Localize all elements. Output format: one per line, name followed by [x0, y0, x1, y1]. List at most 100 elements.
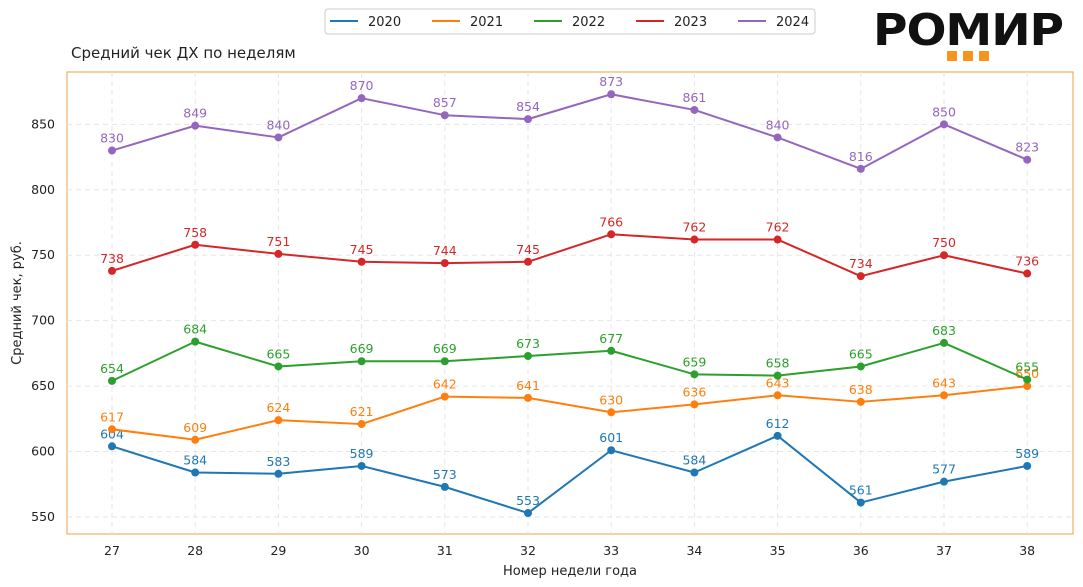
data-label: 583 [266, 454, 290, 469]
data-label: 601 [599, 430, 623, 445]
data-point [690, 105, 699, 114]
data-point [108, 266, 116, 275]
data-point [856, 362, 865, 371]
data-label: 684 [183, 322, 207, 337]
data-point [856, 272, 865, 281]
romir-logo: РОМИР [873, 5, 1064, 61]
data-point [274, 249, 283, 258]
data-label: 751 [266, 234, 290, 249]
x-tick-label: 34 [686, 543, 702, 558]
data-point [440, 111, 449, 120]
data-label: 745 [516, 242, 540, 257]
data-point [607, 230, 616, 239]
data-point [108, 442, 116, 451]
series-2023: 738 758 751 745 744 745 766 762 762 734 750 736 [100, 214, 1039, 281]
data-point [108, 376, 116, 385]
data-label: 630 [599, 392, 623, 407]
data-point [856, 397, 865, 406]
data-label: 673 [516, 336, 540, 351]
series-line [111, 93, 1028, 170]
data-label: 870 [350, 78, 374, 93]
data-point [940, 391, 948, 400]
x-tick-label: 31 [437, 543, 453, 558]
data-point [856, 164, 865, 173]
data-label: 624 [266, 400, 290, 415]
logo-square [963, 51, 973, 61]
data-label: 669 [350, 341, 374, 356]
data-point [1023, 382, 1032, 391]
series-line [111, 434, 1028, 515]
grid [67, 72, 1073, 534]
data-point [274, 416, 283, 425]
data-point [108, 146, 116, 155]
data-point [357, 257, 366, 266]
data-point [773, 371, 782, 380]
data-label: 621 [350, 404, 374, 419]
series-line [111, 340, 1028, 382]
data-label: 823 [1015, 140, 1039, 155]
x-tick-label: 30 [354, 543, 370, 558]
data-label: 577 [932, 462, 956, 477]
x-axis-label: Номер недели года [503, 564, 637, 579]
series-2024: 830 849 840 870 857 854 873 861 840 816 850 823 [100, 74, 1039, 173]
data-point [191, 468, 200, 477]
data-label: 873 [599, 74, 623, 89]
data-point [357, 420, 366, 429]
legend-box [324, 8, 816, 35]
data-label: 641 [516, 378, 540, 393]
data-point [940, 251, 948, 260]
data-point [357, 94, 366, 103]
data-label: 762 [766, 220, 790, 235]
data-point [1023, 155, 1032, 164]
data-point [274, 133, 283, 142]
data-label: 854 [516, 99, 540, 114]
data-point [607, 346, 616, 355]
y-tick-label: 750 [31, 247, 55, 262]
data-point [773, 391, 782, 400]
data-label: 738 [100, 251, 124, 266]
data-label: 638 [849, 382, 873, 397]
data-label: 849 [183, 106, 207, 121]
data-label: 677 [599, 331, 623, 346]
data-point [940, 338, 948, 347]
y-tick-label: 850 [31, 116, 55, 131]
data-point [1023, 375, 1032, 384]
y-tick-label: 700 [31, 313, 55, 328]
data-label: 636 [682, 384, 706, 399]
y-tick-label: 550 [31, 509, 55, 524]
data-label: 762 [682, 220, 706, 235]
data-label: 744 [433, 243, 457, 258]
series-line [111, 233, 1028, 278]
y-tick-label: 650 [31, 378, 55, 393]
data-label: 617 [100, 409, 124, 424]
data-point [191, 121, 200, 130]
legend-entry-label: 2020 [368, 15, 401, 30]
data-label: 612 [766, 416, 790, 431]
legend: 2020 2021 2022 2023 2024 [324, 8, 816, 35]
data-point [440, 259, 449, 268]
series-line [111, 385, 1028, 441]
chart-title: Средний чек ДХ по неделям [71, 44, 296, 62]
data-point [607, 408, 616, 417]
data-label: 758 [183, 225, 207, 240]
data-point [856, 498, 865, 507]
x-tick-label: 38 [1019, 543, 1035, 558]
data-point [773, 235, 782, 244]
data-label: 850 [932, 104, 956, 119]
data-label: 816 [849, 149, 873, 164]
series-2022: 654 684 665 669 669 673 677 659 658 665 683 655 [100, 322, 1039, 385]
data-label: 840 [266, 117, 290, 132]
logo-square [979, 51, 989, 61]
logo-text: РОМИР [873, 5, 1063, 56]
data-label: 745 [350, 242, 374, 257]
plot-frame [66, 71, 1074, 535]
logo-square [947, 51, 957, 61]
data-point [357, 357, 366, 366]
data-point [773, 431, 782, 440]
x-tick-label: 29 [270, 543, 286, 558]
data-point [1023, 269, 1032, 278]
legend-entry-label: 2021 [470, 15, 503, 30]
data-point [607, 446, 616, 455]
x-tick-label: 27 [104, 543, 120, 558]
